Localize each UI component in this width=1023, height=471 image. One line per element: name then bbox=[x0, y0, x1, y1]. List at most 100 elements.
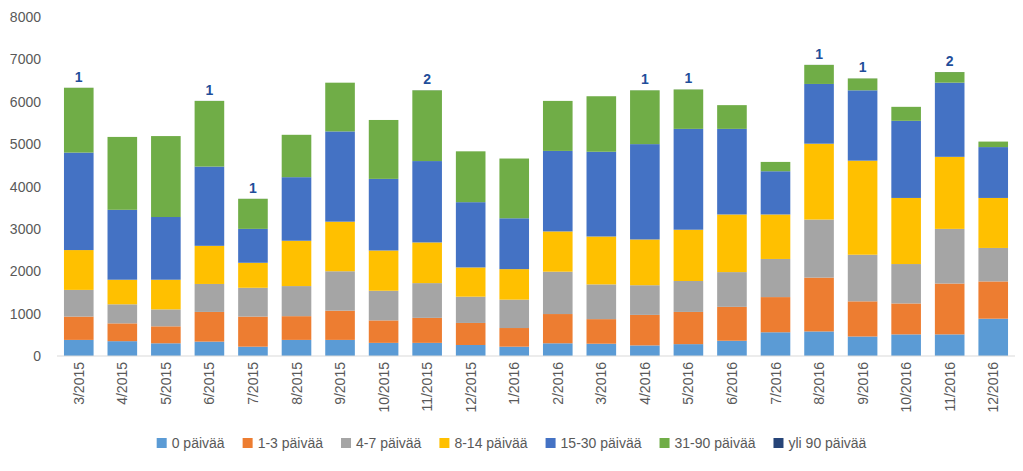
bar-segment bbox=[64, 317, 94, 340]
x-tick-label: 8/2015 bbox=[289, 362, 305, 405]
data-label: 1 bbox=[815, 46, 823, 62]
bar-segment bbox=[935, 83, 965, 157]
bar-segment bbox=[195, 100, 225, 101]
y-tick-label: 8000 bbox=[10, 9, 41, 25]
y-tick-label: 6000 bbox=[10, 94, 41, 110]
bar-segment bbox=[64, 250, 94, 290]
bar-segment bbox=[630, 285, 660, 315]
bar-segment bbox=[499, 269, 529, 300]
x-tick-label: 6/2015 bbox=[201, 362, 217, 405]
bar-segment bbox=[195, 167, 225, 246]
bar-segment bbox=[674, 344, 704, 356]
bar-segment bbox=[238, 288, 268, 317]
bar-segment bbox=[543, 231, 573, 271]
legend-label: 4-7 päivää bbox=[356, 435, 422, 451]
bar-segment bbox=[674, 281, 704, 312]
y-tick bbox=[53, 271, 57, 272]
x-tick-label: 12/2016 bbox=[985, 362, 1001, 413]
bar-segment bbox=[804, 84, 834, 144]
x-tick-label: 3/2015 bbox=[71, 362, 87, 405]
bar-segment bbox=[412, 343, 442, 356]
bar-segment bbox=[325, 131, 355, 221]
x-axis bbox=[57, 356, 1015, 357]
x-tick-label: 1/2016 bbox=[506, 362, 522, 405]
bar-segment bbox=[543, 343, 573, 356]
bar-segment bbox=[195, 101, 225, 167]
y-tick bbox=[53, 17, 57, 18]
bar-segment bbox=[325, 83, 355, 132]
y-tick-label: 2000 bbox=[10, 263, 41, 279]
bar-segment bbox=[543, 272, 573, 314]
bar-segment bbox=[630, 315, 660, 346]
bar-segment bbox=[64, 153, 94, 250]
bar-segment bbox=[761, 297, 791, 332]
legend-label: 0 päivää bbox=[172, 435, 225, 451]
bar-segment bbox=[935, 334, 965, 356]
x-tick-label: 8/2016 bbox=[811, 362, 827, 405]
y-tick bbox=[53, 186, 57, 187]
bar-segment bbox=[674, 230, 704, 281]
bar-segment bbox=[804, 331, 834, 356]
bar-segment bbox=[412, 90, 442, 91]
bar-segment bbox=[325, 222, 355, 272]
x-tick-label: 7/2015 bbox=[245, 362, 261, 405]
bar-segment bbox=[369, 120, 399, 179]
bar-segment bbox=[325, 340, 355, 356]
legend-swatch bbox=[243, 438, 253, 448]
bar-segment bbox=[369, 291, 399, 321]
bar-segment bbox=[717, 105, 747, 129]
x-tick-label: 9/2016 bbox=[855, 362, 871, 405]
y-tick bbox=[53, 101, 57, 102]
bar-segment bbox=[587, 284, 617, 319]
bar-segment bbox=[630, 239, 660, 285]
bar-segment bbox=[195, 312, 225, 342]
bar-segment bbox=[456, 297, 486, 323]
bar-segment bbox=[282, 135, 312, 177]
bar-segment bbox=[543, 101, 573, 151]
bar-segment bbox=[195, 246, 225, 284]
x-tick-label: 4/2015 bbox=[114, 362, 130, 405]
data-label: 1 bbox=[206, 82, 214, 98]
legend-label: yli 90 päivää bbox=[788, 435, 866, 451]
bar-segment bbox=[848, 78, 878, 79]
bar-segment bbox=[674, 312, 704, 344]
bar-segment bbox=[717, 214, 747, 272]
bar-segment bbox=[325, 271, 355, 310]
bar-segment bbox=[848, 301, 878, 336]
bar-segment bbox=[369, 343, 399, 356]
x-tick-label: 10/2015 bbox=[376, 362, 392, 413]
bar-segment bbox=[587, 96, 617, 152]
x-tick-label: 11/2016 bbox=[942, 362, 958, 412]
bar-segment bbox=[935, 72, 965, 83]
bar-segment bbox=[64, 87, 94, 88]
bar-segment bbox=[282, 316, 312, 340]
legend-swatch bbox=[546, 438, 556, 448]
bar-segment bbox=[499, 159, 529, 219]
bar-segment bbox=[804, 65, 834, 84]
bar-segment bbox=[282, 241, 312, 286]
legend-swatch bbox=[341, 438, 351, 448]
bar-segment bbox=[238, 229, 268, 263]
legend-swatch bbox=[439, 438, 449, 448]
bar-segment bbox=[412, 90, 442, 161]
bar-segment bbox=[412, 318, 442, 343]
legend: 0 päivää1-3 päivää4-7 päivää8-14 päivää1… bbox=[157, 435, 867, 451]
bar-segment bbox=[456, 267, 486, 296]
bar-segment bbox=[238, 263, 268, 288]
y-tick bbox=[53, 59, 57, 60]
bar-segment bbox=[151, 280, 181, 310]
bar-segment bbox=[587, 344, 617, 356]
bar-segment bbox=[935, 229, 965, 284]
bar-segment bbox=[804, 278, 834, 332]
bar-segment bbox=[978, 147, 1008, 198]
bar-segment bbox=[456, 345, 486, 356]
data-label: 1 bbox=[75, 69, 83, 85]
bar-segment bbox=[587, 237, 617, 285]
chart: 0100020003000400050006000700080001112111… bbox=[0, 0, 1023, 471]
data-label: 1 bbox=[685, 70, 693, 86]
bar-segment bbox=[630, 144, 660, 239]
bar-segment bbox=[108, 137, 138, 210]
x-tick-label: 5/2015 bbox=[158, 362, 174, 405]
data-label: 1 bbox=[641, 71, 649, 87]
bar-segment bbox=[238, 317, 268, 347]
